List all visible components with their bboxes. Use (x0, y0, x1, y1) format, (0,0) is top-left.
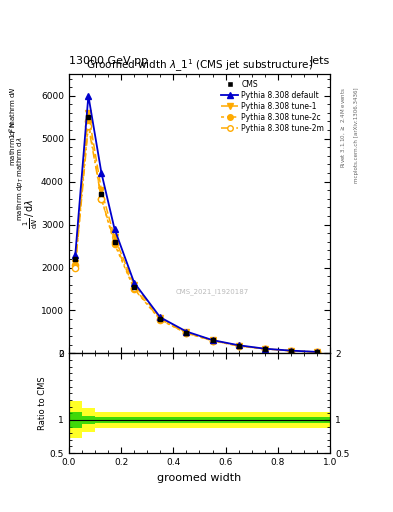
Pythia 8.308 tune-2c (288, 348, 293, 354)
Pythia 8.308 tune-2c (315, 349, 320, 355)
Pythia 8.308 tune-2m (112, 239, 117, 245)
Text: 1 / mathrm d$N$: 1 / mathrm d$N$ (8, 86, 18, 139)
Pythia 8.308 tune-1 (315, 349, 320, 355)
Title: Groomed width $\lambda\_1^1$ (CMS jet substructure): Groomed width $\lambda\_1^1$ (CMS jet su… (86, 58, 313, 74)
CMS (158, 316, 163, 322)
Y-axis label: Ratio to CMS: Ratio to CMS (38, 376, 47, 430)
CMS (184, 330, 189, 336)
Pythia 8.308 tune-2m (73, 264, 78, 270)
Text: CMS_2021_I1920187: CMS_2021_I1920187 (176, 289, 249, 295)
Pythia 8.308 tune-2c (184, 330, 189, 336)
Pythia 8.308 tune-2c (86, 118, 91, 124)
Pythia 8.308 tune-1 (288, 348, 293, 354)
Pythia 8.308 tune-1 (132, 282, 136, 288)
Pythia 8.308 tune-2m (99, 196, 104, 202)
Pythia 8.308 tune-1 (184, 329, 189, 335)
Pythia 8.308 default (73, 251, 78, 258)
Pythia 8.308 tune-2c (236, 343, 241, 349)
Pythia 8.308 default (112, 226, 117, 232)
Text: 13000 GeV pp: 13000 GeV pp (69, 55, 148, 66)
Legend: CMS, Pythia 8.308 default, Pythia 8.308 tune-1, Pythia 8.308 tune-2c, Pythia 8.3: CMS, Pythia 8.308 default, Pythia 8.308 … (219, 78, 326, 135)
X-axis label: groomed width: groomed width (157, 473, 242, 482)
Line: CMS: CMS (73, 115, 320, 354)
Pythia 8.308 tune-2m (288, 348, 293, 354)
Pythia 8.308 tune-2m (158, 316, 163, 323)
Pythia 8.308 tune-1 (99, 187, 104, 193)
Text: mcplots.cern.ch [arXiv:1306.3436]: mcplots.cern.ch [arXiv:1306.3436] (354, 87, 359, 183)
Pythia 8.308 tune-1 (86, 110, 91, 116)
Pythia 8.308 default (86, 93, 91, 99)
Pythia 8.308 default (132, 280, 136, 286)
Line: Pythia 8.308 tune-2m: Pythia 8.308 tune-2m (72, 123, 320, 355)
Pythia 8.308 tune-1 (73, 260, 78, 266)
CMS (112, 239, 117, 245)
CMS (86, 114, 91, 120)
CMS (288, 348, 293, 354)
Text: mathrm d$p_T$ mathrm d$\lambda$: mathrm d$p_T$ mathrm d$\lambda$ (16, 137, 26, 222)
Line: Pythia 8.308 tune-1: Pythia 8.308 tune-1 (72, 110, 320, 355)
CMS (132, 284, 136, 290)
Pythia 8.308 default (158, 314, 163, 321)
Pythia 8.308 tune-2c (263, 346, 267, 352)
Pythia 8.308 tune-2m (236, 343, 241, 349)
Pythia 8.308 tune-2m (210, 337, 215, 344)
Pythia 8.308 tune-2c (73, 262, 78, 268)
Pythia 8.308 default (236, 342, 241, 348)
CMS (236, 343, 241, 349)
Y-axis label: $\frac{1}{\mathrm{d}N}\,/\,\mathrm{d}\lambda$: $\frac{1}{\mathrm{d}N}\,/\,\mathrm{d}\la… (21, 199, 40, 229)
Pythia 8.308 tune-1 (112, 234, 117, 241)
Pythia 8.308 tune-1 (210, 337, 215, 344)
Pythia 8.308 tune-2c (158, 317, 163, 323)
Line: Pythia 8.308 tune-2c: Pythia 8.308 tune-2c (72, 118, 320, 355)
Pythia 8.308 default (99, 170, 104, 176)
CMS (99, 191, 104, 198)
Pythia 8.308 tune-2c (112, 241, 117, 247)
Text: mathrm d$^2$N: mathrm d$^2$N (8, 121, 19, 165)
CMS (263, 346, 267, 352)
Pythia 8.308 default (288, 348, 293, 354)
Pythia 8.308 tune-1 (158, 315, 163, 321)
Pythia 8.308 tune-2m (263, 346, 267, 352)
Pythia 8.308 tune-2m (315, 349, 320, 355)
Pythia 8.308 tune-2m (184, 330, 189, 336)
Pythia 8.308 tune-2c (99, 196, 104, 202)
Line: Pythia 8.308 default: Pythia 8.308 default (72, 93, 320, 355)
Pythia 8.308 tune-1 (263, 346, 267, 352)
Pythia 8.308 default (315, 349, 320, 355)
Pythia 8.308 default (263, 346, 267, 352)
CMS (73, 256, 78, 262)
Pythia 8.308 default (184, 328, 189, 334)
CMS (315, 349, 320, 355)
Pythia 8.308 tune-2c (132, 286, 136, 292)
Pythia 8.308 default (210, 337, 215, 343)
Text: Rivet 3.1.10, $\geq$ 2.4M events: Rivet 3.1.10, $\geq$ 2.4M events (340, 87, 347, 168)
Pythia 8.308 tune-2m (86, 123, 91, 129)
CMS (210, 337, 215, 343)
Pythia 8.308 tune-2m (132, 285, 136, 291)
Pythia 8.308 tune-1 (236, 343, 241, 349)
Pythia 8.308 tune-2c (210, 338, 215, 344)
Text: Jets: Jets (310, 55, 330, 66)
